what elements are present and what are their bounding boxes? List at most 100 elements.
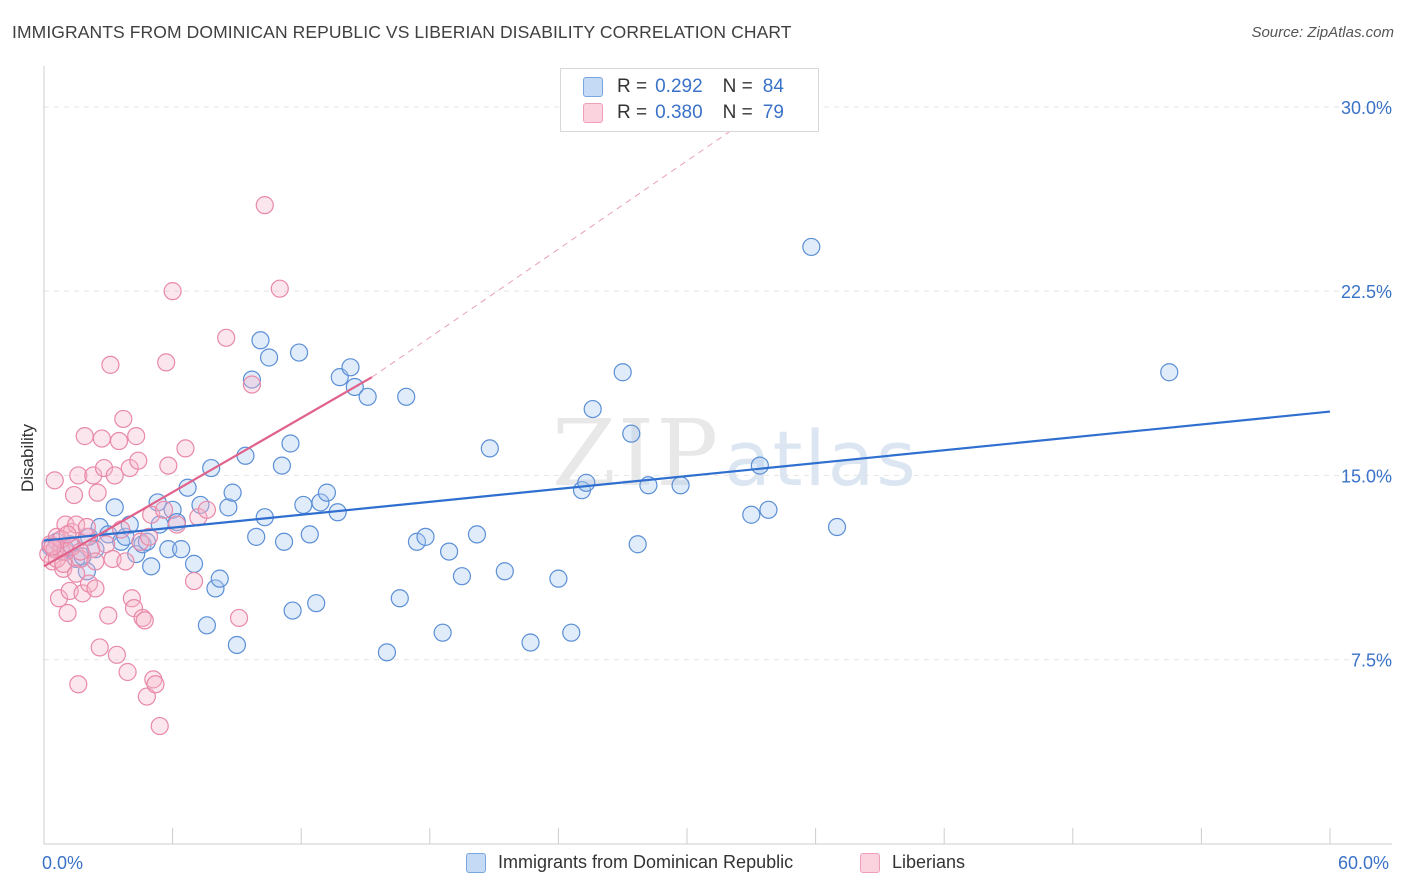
point-liberian [69, 675, 88, 694]
point-liberian [90, 638, 109, 657]
legend-r-value: 0.292 [655, 76, 703, 97]
point-dominican [1160, 363, 1179, 382]
legend-swatch-pink [583, 103, 603, 123]
point-liberian [84, 466, 103, 485]
point-liberian [58, 525, 77, 544]
point-liberian [92, 429, 111, 448]
point-dominican [294, 495, 313, 515]
point-dominican [259, 348, 279, 367]
point-dominican [439, 542, 459, 561]
point-liberian [133, 608, 152, 628]
point-liberian [75, 427, 94, 446]
point-dominican [433, 623, 452, 642]
point-liberian [150, 716, 169, 736]
point-liberian [139, 527, 159, 546]
point-dominican [311, 493, 330, 512]
point-liberian [184, 571, 204, 591]
stats-legend: R = 0.292 N = 84 R = 0.380 N = 79 [560, 68, 819, 132]
point-liberian [67, 564, 86, 583]
point-dominican [341, 358, 360, 377]
point-liberian [43, 537, 62, 556]
point-dominican [377, 643, 397, 662]
trend-extension-liberian [371, 108, 763, 378]
point-dominican [317, 483, 337, 502]
point-dominican [210, 569, 229, 588]
point-dominican [562, 623, 581, 642]
point-liberian [176, 439, 195, 458]
point-liberian [49, 589, 69, 608]
point-liberian [86, 579, 105, 598]
bottom-legend-dominican: Immigrants from Dominican Republic [466, 852, 793, 873]
legend-n-label: N = [722, 76, 753, 97]
point-dominican [358, 387, 377, 406]
point-liberian [217, 328, 236, 347]
point-liberian [135, 611, 154, 630]
trend-line-dominican [43, 410, 1331, 542]
x-tick-label-min: 0.0% [42, 853, 84, 873]
point-liberian [114, 409, 133, 429]
watermark-zip: ZIP [552, 400, 721, 507]
point-liberian [101, 355, 120, 374]
chart-title: IMMIGRANTS FROM DOMINICAN REPUBLIC VS LI… [12, 22, 792, 42]
point-liberian [58, 603, 77, 623]
legend-row-dominican: R = 0.292 N = 84 [583, 74, 784, 100]
point-liberian [255, 196, 274, 215]
point-dominican [397, 387, 416, 406]
y-tick-label: 30.0% [1341, 98, 1392, 118]
point-liberian [105, 466, 124, 485]
point-liberian [77, 517, 96, 537]
point-dominican [467, 525, 487, 544]
point-liberian [129, 451, 148, 470]
bottom-legend-swatch-blue [466, 852, 486, 873]
legend-n-value: 84 [762, 76, 784, 97]
point-dominican [390, 589, 409, 608]
point-dominican [223, 483, 242, 502]
point-dominican [622, 424, 641, 443]
x-tick-label-max: 60.0% [1338, 853, 1390, 873]
point-dominican [247, 527, 266, 546]
point-dominican [750, 456, 769, 475]
bottom-legend-liberians: Liberians [860, 852, 965, 873]
point-liberian [118, 662, 137, 682]
point-dominican [480, 439, 499, 458]
point-dominican [613, 363, 632, 382]
point-dominican [671, 476, 690, 495]
point-liberian [109, 431, 129, 451]
point-liberian [163, 282, 182, 301]
point-dominican [407, 532, 427, 551]
point-dominican [452, 567, 472, 586]
point-dominican [206, 579, 225, 598]
point-dominican [549, 569, 568, 588]
point-dominican [242, 370, 262, 389]
point-dominican [197, 616, 216, 635]
point-liberian [137, 687, 156, 706]
trend-line-liberian [43, 376, 373, 568]
legend-n-label: N = [722, 102, 753, 123]
point-dominican [251, 331, 270, 350]
bottom-legend-label: Immigrants from Dominican Republic [498, 852, 794, 872]
bottom-legend-swatch-pink [860, 852, 880, 873]
point-dominican [495, 562, 514, 581]
point-dominican [142, 557, 161, 576]
legend-r-label: R = [617, 102, 648, 123]
point-dominican [742, 505, 761, 524]
point-dominican [628, 535, 647, 554]
point-dominican [521, 633, 540, 652]
point-liberian [242, 375, 262, 394]
point-liberian [127, 427, 146, 446]
legend-n-value: 79 [762, 102, 784, 123]
point-dominican [583, 399, 602, 419]
point-liberian [131, 532, 150, 551]
point-dominican [184, 554, 204, 573]
point-liberian [229, 608, 249, 628]
y-axis-label: Disability [18, 423, 37, 493]
point-dominican [281, 434, 300, 453]
point-liberian [146, 675, 165, 694]
point-liberian [99, 606, 118, 625]
source-label: Source: ZipAtlas.com [1251, 24, 1394, 41]
point-dominican [283, 601, 302, 620]
point-dominican [577, 473, 596, 492]
point-liberian [94, 458, 114, 478]
point-liberian [64, 485, 84, 505]
